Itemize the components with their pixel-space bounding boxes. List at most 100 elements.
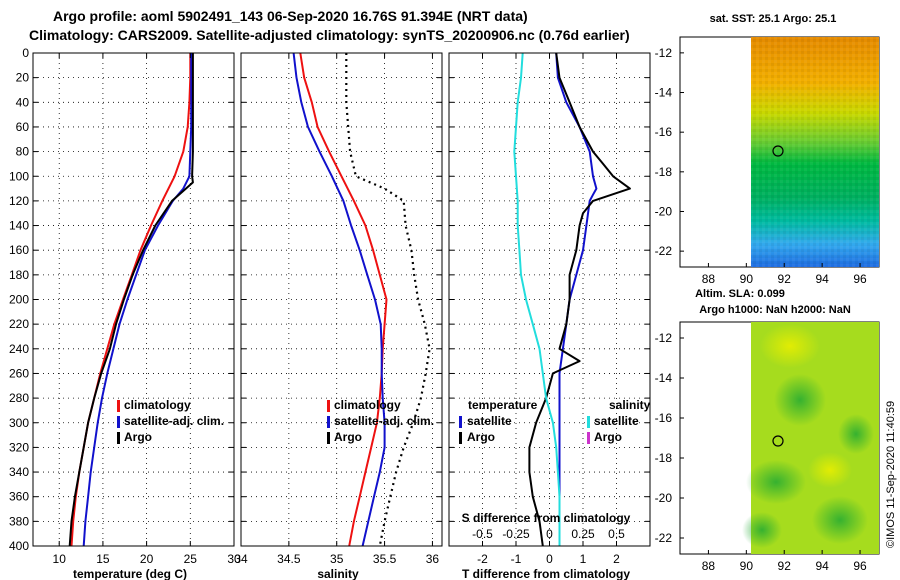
x-tick-label: 30 — [227, 552, 241, 566]
series-line-climatology — [70, 53, 192, 547]
top-tick-label: 0.5 — [608, 527, 625, 541]
sst-map-axes: 88 90 92 94 96 -12 -14 -16 -18 -20 -22 — [655, 46, 867, 286]
legend-label-t-satellite: satellite — [467, 414, 512, 428]
y-tick-label: 60 — [16, 120, 30, 134]
legend-label-s-satellite: satellite — [594, 414, 639, 428]
y-tick-label: 320 — [9, 440, 29, 454]
y-tick-label: 340 — [9, 465, 29, 479]
map-x-tick-label: 92 — [778, 559, 792, 573]
difference-xlabel: T difference from climatology — [462, 567, 630, 580]
x-tick-label: 20 — [140, 552, 154, 566]
legend-label-argo: Argo — [124, 430, 152, 444]
legend-label-t-argo: Argo — [467, 430, 495, 444]
series-line-argo — [345, 53, 431, 547]
sla-map-title2: Argo h1000: NaN h2000: NaN — [699, 304, 851, 316]
figure-title-line1: Argo profile: aoml 5902491_143 06-Sep-20… — [53, 8, 528, 24]
temperature-legend: climatology satellite-adj. clim. Argo — [117, 398, 224, 444]
sla-blob — [838, 414, 874, 454]
y-tick-label: 240 — [9, 342, 29, 356]
map-x-tick-label: 96 — [853, 559, 867, 573]
map-y-tick-label: -22 — [655, 244, 673, 258]
x-tick-label: 34 — [234, 552, 248, 566]
map-x-tick-label: 92 — [778, 272, 792, 286]
map-y-tick-label: -14 — [655, 86, 673, 100]
legend-swatch-climatology — [117, 400, 120, 412]
y-tick-label: 400 — [9, 539, 29, 553]
y-tick-label: 0 — [22, 46, 29, 60]
legend-swatch-satellite — [117, 416, 120, 428]
x-tick-label: -2 — [477, 552, 488, 566]
map-y-tick-label: -18 — [655, 451, 673, 465]
sla-map-axes: 88 90 92 94 96 -12 -14 -16 -18 -20 -22 — [655, 331, 867, 573]
map-y-tick-label: -12 — [655, 46, 673, 60]
x-tick-label: 0 — [546, 552, 553, 566]
legend-swatch-t-argo — [459, 432, 462, 444]
y-tick-label: 360 — [9, 490, 29, 504]
map-x-tick-label: 94 — [815, 272, 829, 286]
temperature-xlabel: temperature (deg C) — [73, 567, 187, 580]
top-tick-label: -0.5 — [472, 527, 493, 541]
y-tick-label: 220 — [9, 317, 29, 331]
map-y-tick-label: -12 — [655, 331, 673, 345]
y-tick-label: 380 — [9, 514, 29, 528]
legend-swatch-satellite — [327, 416, 330, 428]
legend-label-satellite: satellite-adj. clim. — [124, 414, 224, 428]
y-tick-label: 100 — [9, 169, 29, 183]
map-y-tick-label: -20 — [655, 491, 673, 505]
sla-map-title1: Altim. SLA: 0.099 — [695, 288, 785, 300]
map-y-tick-label: -22 — [655, 531, 673, 545]
x-tick-label: 2 — [613, 552, 620, 566]
map-x-tick-label: 90 — [740, 272, 754, 286]
salinity-panel: 34 34.5 35 35.5 36 — [234, 52, 443, 566]
series-line-climatology — [299, 52, 388, 547]
x-tick-label: 10 — [53, 552, 67, 566]
legend-title-salinity: salinity — [609, 398, 651, 412]
sst-map — [679, 36, 880, 268]
series-line-t-argo — [528, 52, 631, 547]
legend-swatch-t-satellite — [459, 416, 462, 428]
series-line-argo — [68, 53, 194, 547]
map-x-tick-label: 94 — [815, 559, 829, 573]
legend-swatch-argo — [117, 432, 120, 444]
y-tick-label: 300 — [9, 416, 29, 430]
y-tick-label: 260 — [9, 366, 29, 380]
sla-blob — [742, 512, 782, 548]
sla-map — [679, 321, 880, 555]
difference-top-label: S difference from climatology — [462, 511, 631, 525]
figure-title-line2: Climatology: CARS2009. Satellite-adjuste… — [29, 27, 630, 43]
map-y-tick-label: -14 — [655, 371, 673, 385]
y-tick-label: 120 — [9, 194, 29, 208]
y-tick-label: 180 — [9, 268, 29, 282]
salinity-legend: climatology satellite-adj. clim. Argo — [327, 398, 434, 444]
x-tick-label: 36 — [426, 552, 440, 566]
float-location-marker — [772, 145, 784, 157]
y-tick-label: 160 — [9, 243, 29, 257]
map-y-tick-label: -20 — [655, 204, 673, 218]
map-y-tick-label: -18 — [655, 165, 673, 179]
x-tick-label: 35.5 — [373, 552, 397, 566]
y-tick-label: 20 — [16, 71, 30, 85]
x-tick-label: 35 — [330, 552, 344, 566]
legend-label-climatology: climatology — [334, 398, 401, 412]
y-tick-label: 200 — [9, 293, 29, 307]
x-tick-label: 34.5 — [277, 552, 301, 566]
series-line-satellite-adj-clim- — [82, 53, 193, 547]
sla-blob — [746, 460, 806, 504]
top-tick-label: 0.25 — [571, 527, 595, 541]
legend-label-argo: Argo — [334, 430, 362, 444]
y-tick-label: 80 — [16, 145, 30, 159]
legend-swatch-climatology — [327, 400, 330, 412]
y-tick-label: 140 — [9, 219, 29, 233]
legend-label-s-argo: Argo — [594, 430, 622, 444]
sst-map-title: sat. SST: 25.1 Argo: 25.1 — [710, 13, 837, 25]
sla-blob-high — [760, 324, 820, 368]
difference-legend: temperature salinity satellite Argo sate… — [459, 398, 651, 444]
map-x-tick-label: 88 — [702, 272, 716, 286]
map-x-tick-label: 96 — [853, 272, 867, 286]
x-tick-label: -1 — [511, 552, 522, 566]
temperature-panel: 10 15 20 25 30020406080100120140160180200220… — [9, 46, 241, 566]
map-y-tick-label: -16 — [655, 125, 673, 139]
top-tick-label: -0.25 — [502, 527, 530, 541]
legend-label-climatology: climatology — [124, 398, 191, 412]
